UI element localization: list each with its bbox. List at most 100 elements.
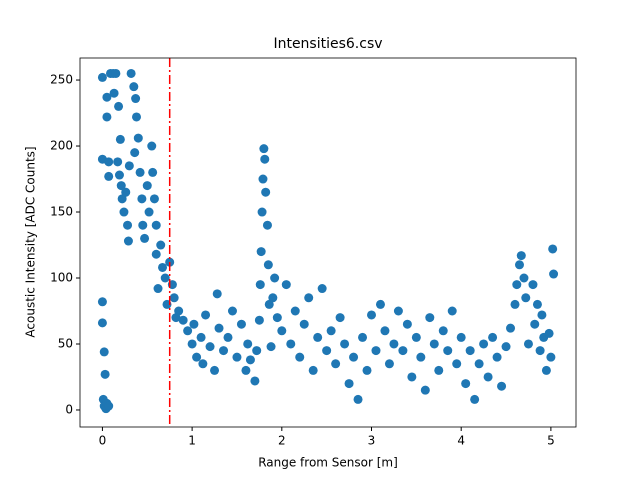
- point: [407, 372, 417, 382]
- point: [100, 369, 110, 379]
- point: [123, 236, 133, 246]
- point: [130, 148, 140, 158]
- point: [254, 315, 264, 325]
- point: [104, 401, 114, 411]
- point: [290, 306, 300, 316]
- x-tick-label: 1: [188, 434, 196, 448]
- point: [102, 112, 112, 122]
- point: [546, 352, 556, 362]
- y-tick-label: 100: [50, 271, 73, 285]
- y-tick-label: 250: [50, 73, 73, 87]
- point: [232, 352, 242, 362]
- point: [160, 273, 170, 283]
- y-tick-label: 150: [50, 205, 73, 219]
- point: [308, 365, 318, 375]
- point: [113, 157, 123, 167]
- point: [393, 306, 403, 316]
- point: [144, 207, 154, 217]
- point: [506, 323, 516, 333]
- point: [492, 352, 502, 362]
- point: [243, 339, 253, 349]
- point: [183, 326, 193, 336]
- point: [326, 326, 336, 336]
- point: [263, 260, 273, 270]
- point: [402, 319, 412, 329]
- point: [178, 315, 188, 325]
- point: [259, 144, 269, 154]
- point: [488, 332, 498, 342]
- point: [465, 346, 475, 356]
- point: [371, 346, 381, 356]
- point: [461, 379, 471, 389]
- y-tick-label: 0: [65, 402, 73, 416]
- point: [521, 293, 531, 303]
- point: [111, 68, 121, 78]
- point: [317, 284, 327, 294]
- point: [151, 220, 161, 230]
- point: [169, 293, 179, 303]
- point: [398, 346, 408, 356]
- point: [452, 359, 462, 369]
- point: [438, 326, 448, 336]
- point: [353, 394, 363, 404]
- point: [138, 220, 148, 230]
- point: [174, 306, 184, 316]
- point: [535, 346, 545, 356]
- y-tick-label: 50: [58, 336, 73, 350]
- point: [479, 339, 489, 349]
- point: [196, 332, 206, 342]
- point: [340, 339, 350, 349]
- point: [201, 310, 211, 320]
- point: [261, 187, 271, 197]
- point: [322, 346, 332, 356]
- point: [97, 297, 107, 307]
- point: [349, 352, 359, 362]
- point: [133, 133, 143, 143]
- point: [510, 299, 520, 309]
- point: [434, 365, 444, 375]
- point: [99, 347, 109, 357]
- point: [380, 326, 390, 336]
- point: [304, 293, 314, 303]
- point: [187, 339, 197, 349]
- point: [97, 72, 107, 82]
- point: [299, 319, 309, 329]
- point: [270, 273, 280, 283]
- point: [198, 359, 208, 369]
- point: [544, 328, 554, 338]
- x-tick-label: 0: [99, 434, 107, 448]
- point: [153, 284, 163, 294]
- point: [140, 233, 150, 243]
- point: [119, 207, 129, 217]
- point: [123, 220, 133, 230]
- point: [252, 346, 262, 356]
- point: [483, 372, 493, 382]
- point: [358, 332, 368, 342]
- point: [256, 247, 266, 257]
- point: [523, 339, 533, 349]
- point: [420, 385, 430, 395]
- point: [416, 352, 426, 362]
- point: [124, 161, 134, 171]
- point: [470, 394, 480, 404]
- point: [375, 299, 385, 309]
- point: [272, 313, 282, 323]
- point: [512, 280, 522, 290]
- point: [549, 269, 559, 279]
- point: [250, 376, 260, 386]
- chart-title: Intensities6.csv: [273, 36, 382, 52]
- point: [313, 332, 323, 342]
- point: [277, 326, 287, 336]
- point: [362, 365, 372, 375]
- point: [447, 306, 457, 316]
- point: [532, 299, 542, 309]
- point: [411, 332, 421, 342]
- point: [227, 306, 237, 316]
- point: [121, 187, 131, 197]
- point: [114, 170, 124, 180]
- point: [281, 280, 291, 290]
- point: [257, 207, 267, 217]
- point: [262, 220, 272, 230]
- point: [344, 379, 354, 389]
